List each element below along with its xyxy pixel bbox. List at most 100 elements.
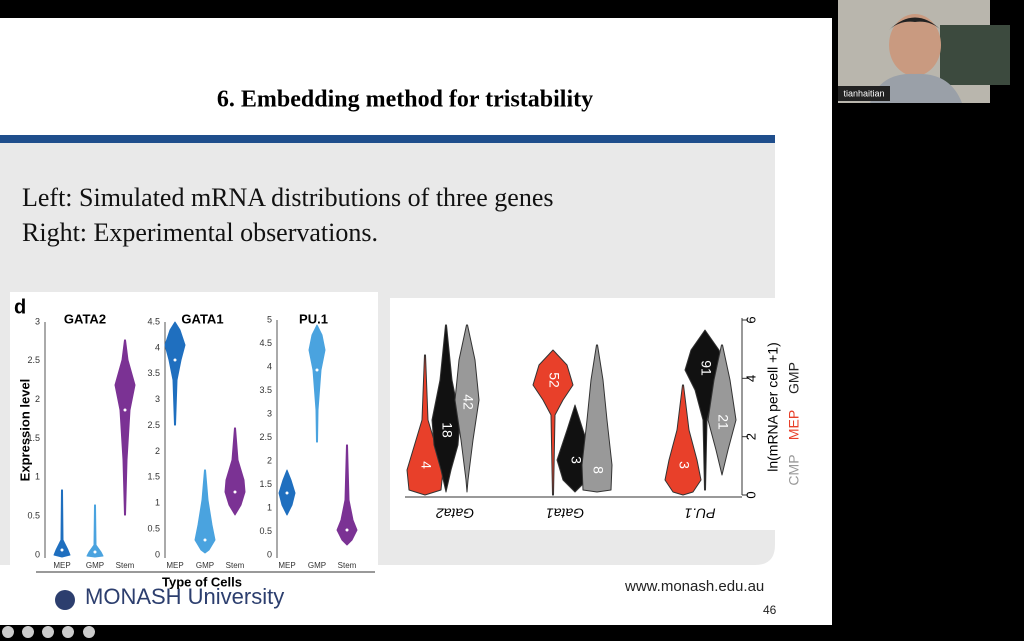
y-tick-label: 3.5 bbox=[147, 368, 160, 378]
y-tick-label: 0 bbox=[35, 549, 40, 559]
violin bbox=[336, 444, 358, 546]
y-tick-label: 3 bbox=[267, 408, 272, 418]
y-tick-label: 4 bbox=[267, 361, 272, 371]
violin bbox=[431, 324, 461, 493]
title-bar bbox=[0, 135, 775, 143]
x-tick-label: Stem bbox=[226, 561, 245, 570]
y-tick-label: 1.5 bbox=[27, 433, 40, 443]
violin bbox=[581, 344, 613, 493]
violin bbox=[454, 324, 480, 493]
violin-label: 91 bbox=[698, 360, 714, 376]
y-tick-label: 3.5 bbox=[259, 385, 272, 395]
slide-title: 6. Embedding method for tristability bbox=[217, 87, 593, 113]
control-icon[interactable] bbox=[22, 626, 34, 638]
y-tick-label: 1 bbox=[267, 502, 272, 512]
y-tick-label: 2.5 bbox=[259, 432, 272, 442]
y-tick-label: 4.5 bbox=[259, 338, 272, 348]
y-tick-label: 2 bbox=[267, 455, 272, 465]
violin bbox=[164, 321, 186, 426]
violin bbox=[406, 354, 444, 496]
plot-title: GATA1 bbox=[181, 311, 223, 326]
median-dot bbox=[93, 550, 97, 554]
x-tick-label: Stem bbox=[116, 561, 135, 570]
plot-title: GATA2 bbox=[64, 311, 106, 326]
violin bbox=[194, 469, 216, 554]
median-dot bbox=[60, 548, 64, 552]
violin-label: 3 bbox=[676, 461, 692, 469]
y-tick-label: 0 bbox=[155, 549, 160, 559]
violin bbox=[224, 427, 246, 516]
webcam-face bbox=[889, 14, 941, 76]
median-dot bbox=[173, 358, 177, 362]
player-controls bbox=[2, 626, 95, 638]
gene-label: Gata1 bbox=[546, 505, 584, 521]
median-dot bbox=[315, 368, 319, 372]
x-tick-label: MEP bbox=[53, 561, 70, 570]
violin bbox=[308, 324, 326, 443]
y-tick-label: 0.5 bbox=[259, 526, 272, 536]
plot-title: PU.1 bbox=[299, 311, 328, 326]
legend-entry: CMP bbox=[786, 454, 802, 485]
violin-label: 18 bbox=[439, 422, 455, 438]
violin bbox=[532, 349, 574, 496]
y-tick-label: 2.5 bbox=[27, 355, 40, 365]
violin-label: 3 bbox=[568, 456, 584, 464]
panel-label: d bbox=[14, 296, 26, 318]
y-tick-label: 0 bbox=[267, 549, 272, 559]
y-tick-label: 2 bbox=[35, 394, 40, 404]
slide-line: Right: Experimental observations. bbox=[22, 218, 378, 247]
violin-label: 8 bbox=[590, 466, 606, 474]
violin-label: 4 bbox=[418, 461, 434, 469]
violin-label: 52 bbox=[546, 372, 562, 388]
control-icon[interactable] bbox=[2, 626, 14, 638]
participant-name: tianhaitian bbox=[843, 88, 884, 98]
control-icon[interactable] bbox=[62, 626, 74, 638]
y-tick-label: 1 bbox=[155, 498, 160, 508]
y-tick-label: 4.5 bbox=[147, 316, 160, 326]
webcam-shirt bbox=[870, 73, 962, 103]
control-icon[interactable] bbox=[42, 626, 54, 638]
x-axis-label: Type of Cells bbox=[162, 574, 242, 589]
logo-emblem bbox=[55, 590, 75, 610]
slide-line: Left: Simulated mRNA distributions of th… bbox=[22, 183, 553, 212]
x-tick-label: Stem bbox=[338, 561, 357, 570]
webcam-board bbox=[940, 25, 1010, 85]
y-tick-label: 1 bbox=[35, 472, 40, 482]
left-figure bbox=[10, 292, 378, 578]
y-axis-label: ln(mRNA per cell +1) bbox=[765, 342, 781, 472]
y-tick-label: 0 bbox=[743, 491, 758, 498]
y-tick-label: 1.5 bbox=[259, 479, 272, 489]
x-tick-label: GMP bbox=[196, 561, 214, 570]
median-dot bbox=[345, 528, 349, 532]
gene-label: Gata2 bbox=[436, 505, 474, 521]
page-number: 46 bbox=[763, 603, 777, 617]
violin bbox=[53, 489, 71, 558]
y-tick-label: 2 bbox=[743, 433, 758, 440]
median-dot bbox=[285, 491, 289, 495]
y-tick-label: 4 bbox=[743, 375, 758, 382]
y-tick-label: 0.5 bbox=[27, 511, 40, 521]
violin bbox=[86, 504, 104, 558]
median-dot bbox=[123, 408, 127, 412]
legend-entry: MEP bbox=[786, 410, 802, 440]
y-tick-label: 0.5 bbox=[147, 523, 160, 533]
gene-label: PU.1 bbox=[684, 505, 715, 521]
y-tick-label: 3 bbox=[155, 394, 160, 404]
x-tick-label: GMP bbox=[86, 561, 104, 570]
slide-url: www.monash.edu.au bbox=[624, 578, 764, 595]
legend-entry: GMP bbox=[786, 362, 802, 394]
x-tick-label: MEP bbox=[278, 561, 295, 570]
violin bbox=[707, 344, 737, 476]
control-icon[interactable] bbox=[83, 626, 95, 638]
y-tick-label: 4 bbox=[155, 342, 160, 352]
x-tick-label: GMP bbox=[308, 561, 326, 570]
y-tick-label: 2 bbox=[155, 446, 160, 456]
y-tick-label: 3 bbox=[35, 316, 40, 326]
median-dot bbox=[203, 538, 207, 542]
violin bbox=[114, 339, 136, 516]
violin-label: 21 bbox=[715, 414, 731, 430]
violin-label: 42 bbox=[460, 394, 476, 410]
name-tag bbox=[838, 86, 890, 101]
